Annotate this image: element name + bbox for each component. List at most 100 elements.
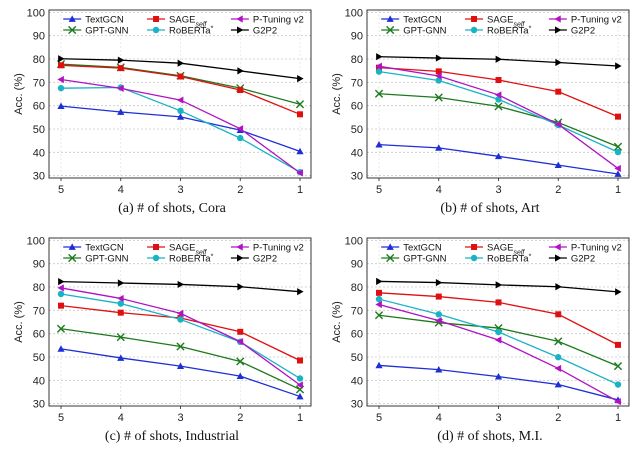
data-point-gpt-gnn: [374, 89, 384, 98]
legend-marker: [236, 15, 243, 23]
series-textgcn: [57, 102, 304, 155]
legend-label: P-Tuning v2: [253, 14, 304, 25]
legend-item-g2p2: G2P2: [548, 253, 595, 264]
data-point-gpt-gnn: [116, 333, 125, 342]
x-tick-label: 3: [495, 184, 501, 196]
y-tick-label: 90: [33, 259, 45, 271]
legend-item-p-tuning-v2: P-Tuning v2: [230, 242, 304, 253]
plot-frame: [366, 9, 630, 179]
legend-marker: [68, 243, 76, 250]
series-g2p2: [376, 277, 622, 296]
legend-label-superscript: *: [211, 253, 214, 260]
legend-label: RoBERTa*: [169, 25, 214, 37]
y-tick-label: 70: [351, 305, 363, 317]
y-tick-label: 100: [27, 7, 45, 19]
legend-item-p-tuning-v2: P-Tuning v2: [230, 14, 304, 25]
legend-marker: [386, 253, 395, 263]
legend-marker: [68, 15, 76, 22]
data-point-textgcn: [494, 373, 503, 380]
legend-label: TextGCN: [403, 14, 442, 25]
data-point-gpt-gnn-stroke-b: [494, 102, 503, 111]
legend-marker: [554, 243, 561, 251]
y-tick-label: 30: [33, 399, 45, 411]
legend-marker: [555, 254, 562, 262]
legend-item-roberta: RoBERTa*: [465, 253, 532, 264]
data-point-sage-self: [555, 88, 562, 95]
data-point-sage-self: [177, 73, 184, 80]
data-point-g2p2: [58, 278, 65, 286]
data-point-gpt-gnn-stroke-b: [116, 333, 125, 342]
legend-item-g2p2: G2P2: [548, 25, 595, 36]
x-tick-label: 4: [118, 184, 124, 196]
x-tick-label: 4: [118, 412, 124, 424]
legend-label: G2P2: [253, 25, 277, 36]
data-point-roberta: [435, 311, 442, 318]
legend-marker-stroke-b: [386, 253, 395, 263]
series-p-tuning-v2: [375, 62, 621, 173]
data-point-gpt-gnn-stroke-b: [295, 100, 305, 109]
data-point-roberta: [117, 300, 124, 307]
data-point-g2p2: [555, 58, 562, 67]
series-roberta: [57, 290, 304, 382]
data-point-p-tuning-v2: [176, 96, 184, 104]
chart-panel-4: 30 40 50 60 70 80 90 100 5 4 3 2 1 Acc. (%) TextGCNGPT…: [331, 235, 630, 444]
legend-label: P-Tuning v2: [571, 14, 622, 25]
data-point-p-tuning-v2: [614, 397, 621, 406]
data-point-sage-self: [376, 289, 382, 296]
data-point-g2p2: [435, 54, 443, 62]
y-tick-label: 60: [33, 329, 45, 341]
data-point-textgcn: [554, 161, 562, 169]
data-point-gpt-gnn: [613, 142, 623, 151]
data-point-textgcn: [435, 144, 443, 151]
x-tick-label: 4: [436, 412, 442, 424]
data-point-p-tuning-v2: [494, 336, 502, 344]
y-axis-label: Acc. (%): [331, 301, 343, 343]
y-tick-label: 40: [33, 375, 45, 387]
x-tick-label: 3: [177, 412, 183, 424]
data-point-p-tuning-v2: [296, 381, 303, 389]
data-point-p-tuning-v2: [614, 164, 621, 173]
legend-marker: [555, 26, 562, 34]
legend-item-textgcn: TextGCN: [63, 242, 124, 253]
series-p-tuning-v2: [57, 284, 303, 389]
data-point-g2p2: [376, 277, 383, 285]
series-p-tuning-v2: [57, 75, 303, 177]
legend-item-gpt-gnn: GPT-GNN: [381, 253, 447, 264]
y-axis-label: Acc. (%): [331, 73, 343, 115]
data-point-textgcn: [176, 113, 185, 120]
data-point-roberta: [57, 290, 65, 298]
data-point-sage-self: [435, 68, 442, 75]
legend-label: GPT-GNN: [403, 25, 446, 36]
data-point-gpt-gnn: [613, 362, 623, 371]
legend-marker: [554, 15, 561, 23]
data-point-sage-self: [237, 328, 244, 335]
data-point-p-tuning-v2: [375, 300, 382, 309]
y-tick-label: 60: [351, 101, 363, 113]
y-axis-label: Acc. (%): [13, 73, 25, 115]
data-point-g2p2: [376, 53, 383, 61]
x-tick-label: 4: [436, 184, 442, 196]
y-tick-label: 80: [33, 54, 45, 66]
series-p-tuning-v2: [375, 300, 621, 406]
panel-caption: (b) # of shots, Art: [440, 201, 539, 216]
legend-marker: [236, 243, 243, 251]
data-point-p-tuning-v2: [117, 84, 124, 92]
y-tick-label: 100: [345, 7, 363, 19]
legend-label: TextGCN: [85, 242, 124, 253]
data-point-roberta: [375, 68, 383, 75]
legend-item-roberta: RoBERTa*: [147, 253, 214, 264]
y-tick-label: 50: [351, 124, 363, 136]
data-point-gpt-gnn-stroke-b: [434, 93, 443, 102]
legend-item-textgcn: TextGCN: [381, 14, 442, 25]
legend-label: GPT-GNN: [85, 25, 128, 36]
y-tick-label: 30: [33, 171, 45, 183]
data-point-p-tuning-v2: [296, 169, 303, 177]
series-g2p2: [376, 53, 622, 70]
legend-item-g2p2: G2P2: [230, 253, 277, 264]
data-point-gpt-gnn-stroke-b: [613, 142, 623, 151]
data-point-gpt-gnn-stroke-b: [613, 362, 623, 371]
series-g2p2: [58, 278, 304, 296]
data-point-p-tuning-v2: [435, 72, 442, 80]
y-tick-label: 50: [351, 352, 363, 364]
x-tick-label: 3: [177, 184, 183, 196]
